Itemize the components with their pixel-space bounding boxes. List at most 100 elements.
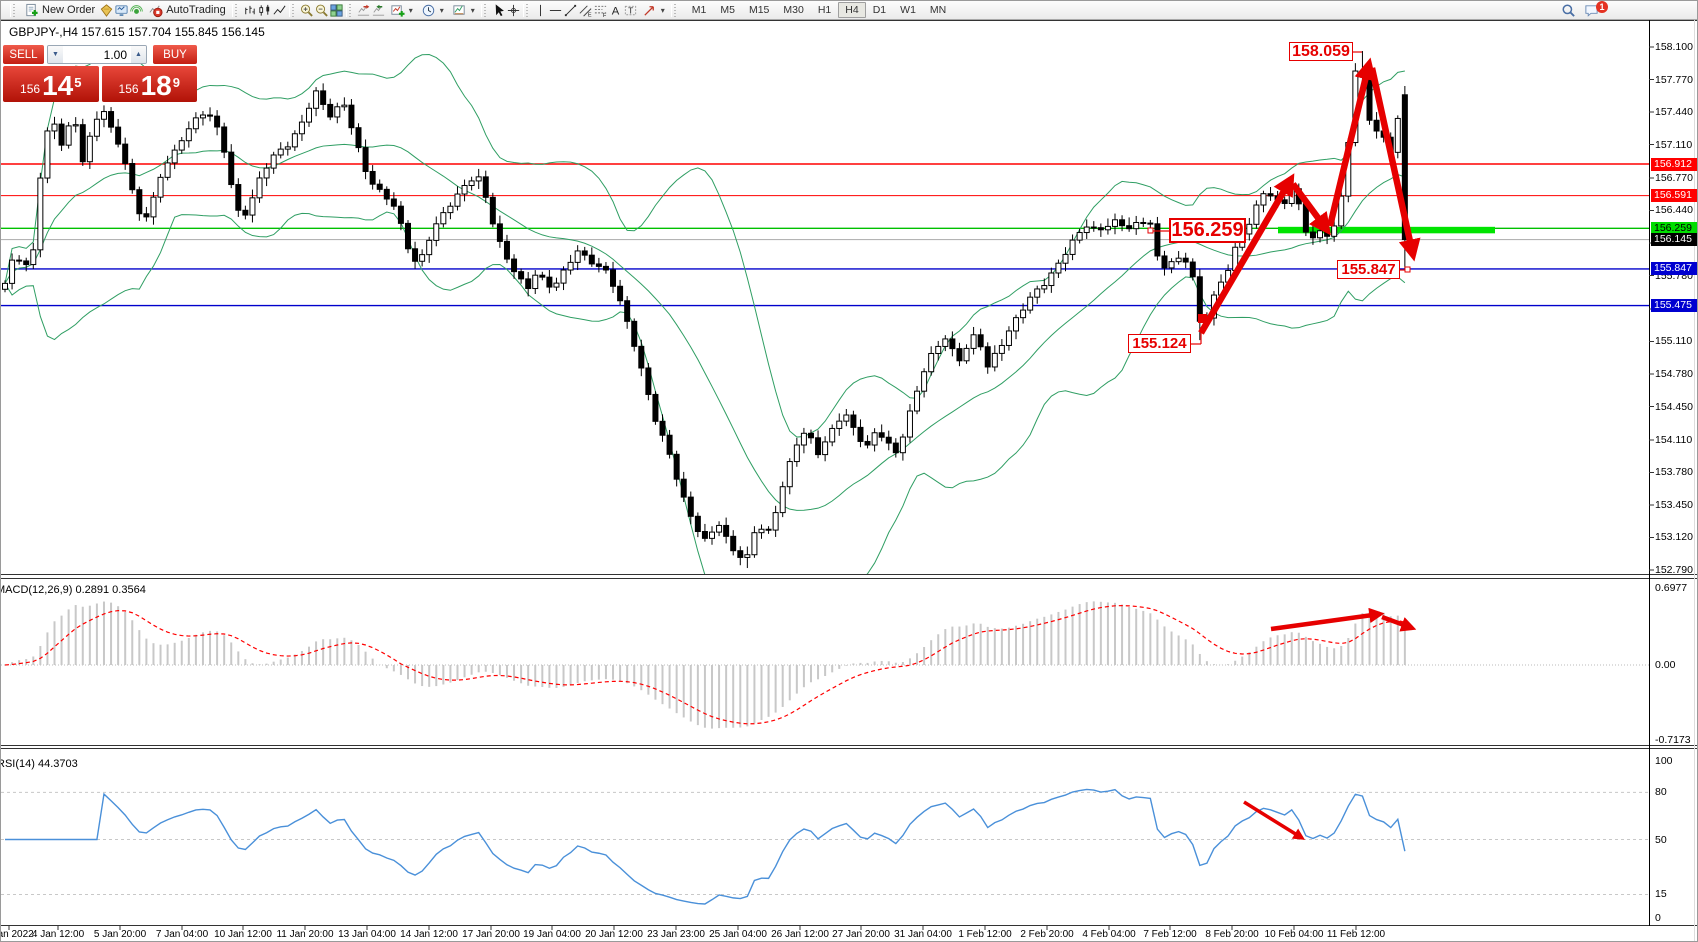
volume-decrease-button[interactable]: ▼ (48, 46, 63, 63)
rsi-pane (1, 788, 1649, 905)
annotation-price-box[interactable]: 156.259 (1169, 218, 1246, 243)
buy-price[interactable]: 156 18 9 (101, 66, 197, 102)
text-label-icon[interactable]: T (623, 3, 638, 18)
annotation-price-box[interactable]: 155.124 (1128, 334, 1191, 353)
search-icon[interactable] (1561, 3, 1576, 18)
trend-arrow[interactable] (1198, 173, 1295, 335)
trend-arrow[interactable] (1368, 67, 1421, 262)
time-label: 7 Feb 12:00 (1143, 929, 1197, 940)
buy-button[interactable]: BUY (153, 45, 197, 64)
time-label: 25 Jan 04:00 (709, 929, 767, 940)
toolbar-right-group: 1 (1561, 1, 1608, 18)
timeframe-w1[interactable]: W1 (900, 4, 916, 16)
crosshair-icon[interactable] (506, 3, 521, 18)
price-badge: 156.591 (1651, 189, 1697, 203)
price-tick-label: 156.440 (1655, 204, 1693, 217)
buy-price-sup: 9 (172, 75, 180, 90)
new-order-label: New Order (42, 4, 96, 16)
bollinger-upper (4, 50, 1405, 438)
autotrading-label: AutoTrading (166, 4, 226, 16)
new-order-icon (24, 3, 39, 18)
price-badge: 156.912 (1651, 157, 1697, 171)
zoom-in-icon[interactable] (299, 3, 314, 18)
svg-text:F: F (603, 13, 607, 18)
volume-increase-button[interactable]: ▲ (131, 46, 146, 63)
price-tick-label: 157.770 (1655, 73, 1693, 86)
text-icon[interactable]: A (608, 3, 623, 18)
svg-text:E: E (588, 12, 592, 17)
annotation-price-box[interactable]: 155.847 (1337, 260, 1400, 279)
chart-title: GBPJPY-,H4 157.615 157.704 155.845 156.1… (9, 25, 265, 39)
macd-pane (1, 601, 1649, 729)
tile-windows-icon[interactable] (329, 3, 344, 18)
periods-button[interactable]: ▾ (417, 2, 448, 19)
price-tick-label: 152.790 (1655, 564, 1693, 576)
time-label: 11 Jan 20:00 (276, 929, 334, 940)
time-label: 8 Feb 20:00 (1205, 929, 1259, 940)
new-order-button[interactable]: New Order (20, 2, 99, 19)
timeframe-m15[interactable]: M15 (748, 4, 770, 16)
timeframe-m1[interactable]: M1 (691, 4, 707, 16)
time-label: 20 Jan 12:00 (585, 929, 643, 940)
line-chart-icon[interactable] (272, 3, 287, 18)
new-chart-button[interactable]: ▾ (386, 2, 417, 19)
annotation-price-box[interactable]: 158.059 (1289, 42, 1353, 61)
volume-spinner: ▼ ▲ (47, 45, 147, 64)
time-label: 31 Jan 04:00 (894, 929, 952, 940)
time-label: 19 Jan 04:00 (523, 929, 581, 940)
bar-chart-icon[interactable] (242, 3, 257, 18)
equidistant-channel-icon[interactable]: E (578, 3, 593, 18)
sell-price[interactable]: 156 14 5 (3, 66, 99, 102)
horizontal-line-icon[interactable] (548, 3, 563, 18)
time-label: 10 Feb 04:00 (1264, 929, 1324, 940)
sell-price-big: 14 (42, 70, 74, 101)
volume-input[interactable] (63, 46, 131, 63)
bollinger-lower (4, 211, 1406, 574)
time-label: 11 Feb 12:00 (1326, 929, 1386, 940)
price-tick-label: 155.110 (1655, 335, 1693, 348)
template-icon (452, 3, 467, 18)
timeframe-d1[interactable]: D1 (872, 4, 887, 16)
chevron-down-icon: ▾ (470, 5, 475, 15)
toolbar-grip (288, 3, 297, 17)
market-watch-icon[interactable] (99, 3, 114, 18)
buy-price-prefix: 156 (118, 82, 139, 96)
time-label: 27 Jan 20:00 (832, 929, 890, 940)
timeframe-m5[interactable]: M5 (720, 4, 735, 16)
clock-icon (421, 3, 436, 18)
rsi-arrow[interactable] (1243, 800, 1306, 840)
annotation-anchor-square (1147, 227, 1154, 234)
notification-badge: 1 (1596, 1, 1608, 13)
trendline-icon[interactable] (563, 3, 578, 18)
trend-arrow[interactable] (1326, 57, 1377, 227)
time-label: 14 Jan 12:00 (400, 929, 458, 940)
vertical-line-icon[interactable] (533, 3, 548, 18)
shift-chart-icon[interactable] (356, 3, 371, 18)
arrows-button[interactable]: ▾ (638, 2, 669, 19)
templates-button[interactable]: ▾ (448, 2, 479, 19)
timeframe-h4[interactable]: H4 (838, 2, 866, 18)
cursor-icon[interactable] (491, 3, 506, 18)
autoscroll-icon[interactable] (371, 3, 386, 18)
sell-button[interactable]: SELL (3, 45, 44, 64)
macd-axis-label: -0.7173 (1655, 734, 1691, 746)
time-label: 2 Feb 20:00 (1020, 929, 1074, 940)
timeframe-mn[interactable]: MN (929, 4, 947, 16)
ea-navigator-icon[interactable] (114, 3, 129, 18)
zoom-out-icon[interactable] (314, 3, 329, 18)
fibonacci-icon[interactable]: F (593, 3, 608, 18)
buy-price-big: 18 (140, 70, 172, 101)
order-marker (1198, 314, 1207, 323)
timeframe-h1[interactable]: H1 (817, 4, 832, 16)
trend-arrow[interactable] (1290, 182, 1331, 236)
candlestick-chart-icon[interactable] (257, 3, 272, 18)
price-tick-label: 153.780 (1655, 466, 1693, 479)
signals-icon[interactable] (129, 3, 144, 18)
macd-arrow[interactable] (1270, 607, 1385, 632)
macd-arrow[interactable] (1381, 614, 1417, 632)
timeframe-m30[interactable]: M30 (783, 4, 804, 16)
chat-icon[interactable]: 1 (1584, 1, 1608, 18)
autotrading-button[interactable]: AutoTrading (144, 2, 230, 19)
